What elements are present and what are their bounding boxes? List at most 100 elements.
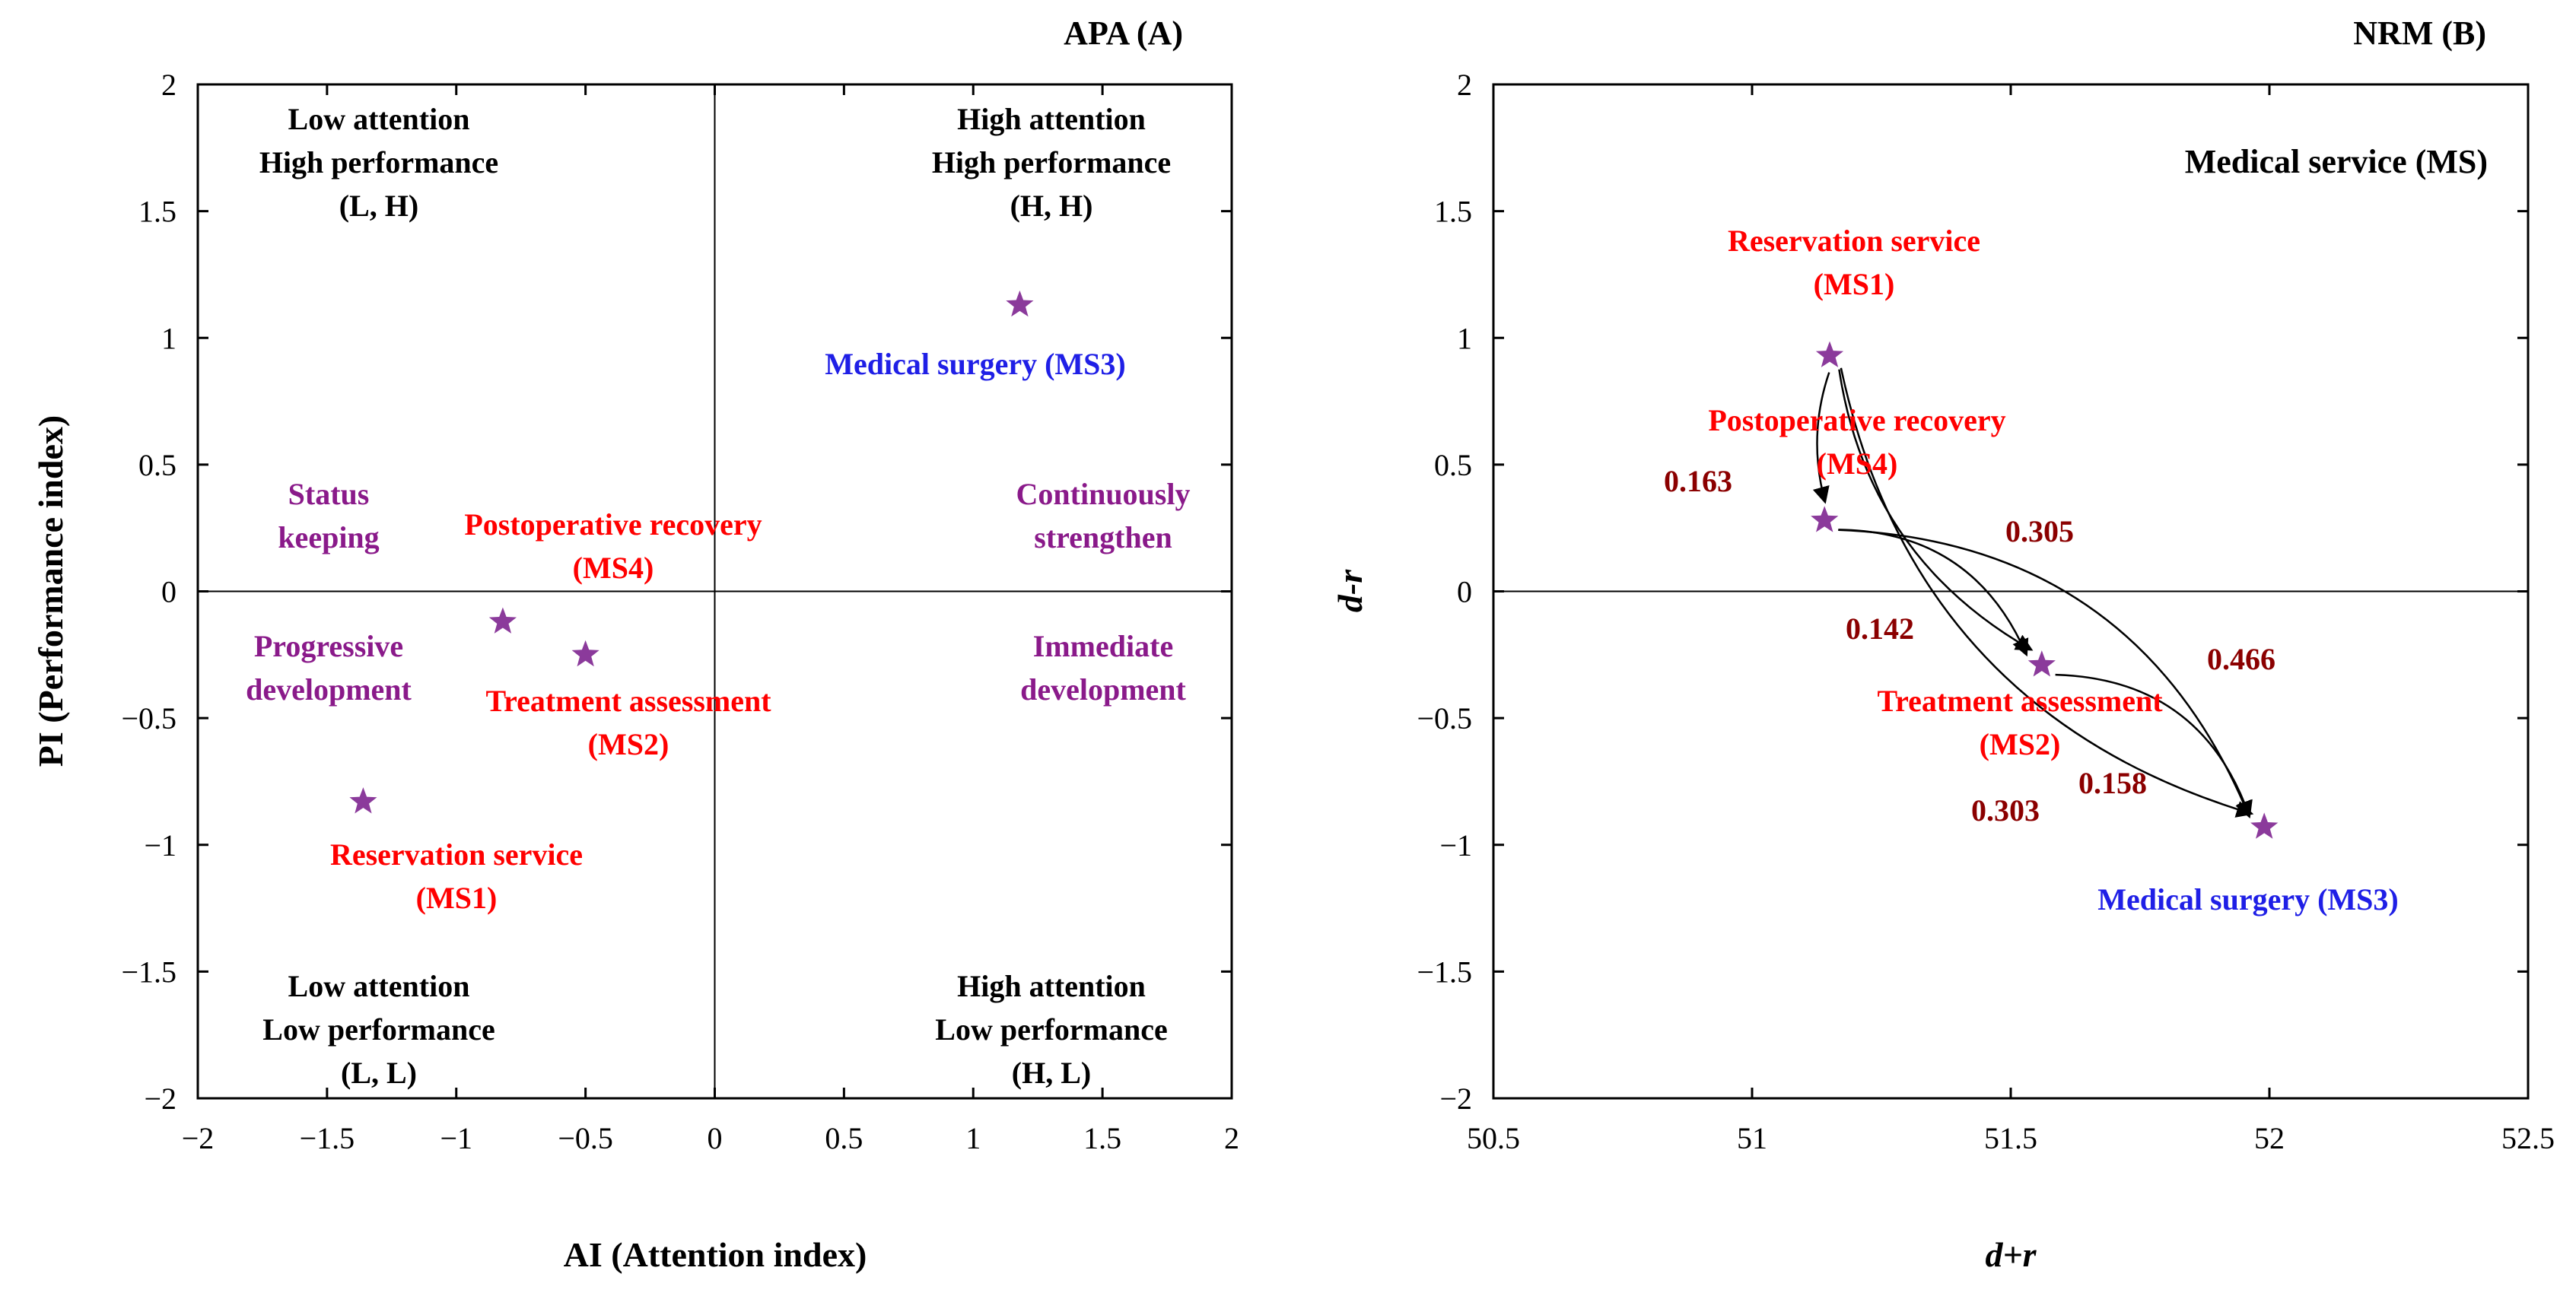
arrow-ms1-ms2 <box>1838 369 2034 651</box>
strategy-progressive-line-1: Progressive <box>254 629 403 663</box>
apa-x-tick-label: 0.5 <box>825 1121 863 1155</box>
nrm-label-ms4: Postoperative recovery (MS4) <box>1708 403 2005 481</box>
apa-x-tick-label: 2 <box>1224 1121 1239 1155</box>
nrm-y-tick-label: 1 <box>1457 321 1472 355</box>
nrm-ms2-line-1: Treatment assessment <box>1877 684 2163 718</box>
nrm-ms4-line-2: (MS4) <box>1817 446 1898 481</box>
strategy-progressive-line-2: development <box>246 672 412 707</box>
nrm-ms4-line-1: Postoperative recovery <box>1708 403 2005 437</box>
nrm-data-points <box>1811 341 2279 839</box>
apa-x-tick-label: 0 <box>708 1121 723 1155</box>
weight-ms4-ms2: 0.142 <box>1846 612 1914 646</box>
apa-label-ms3: Medical surgery (MS3) <box>825 347 1125 381</box>
quad-ll-line-1: Low attention <box>288 969 470 1003</box>
apa-y-tick-label: 0.5 <box>138 448 177 482</box>
nrm-axis-ticks: 50.5 51 51.5 52 52.5 −2 −1.5 −1 −0.5 0 0.5 1 1.5 2 <box>1417 68 2555 1155</box>
apa-ms4-line-2: (MS4) <box>573 551 654 585</box>
quad-ll-line-3: (L, L) <box>341 1056 417 1090</box>
arrow-ms4-ms3 <box>1838 529 2252 819</box>
quad-ll-line-2: Low performance <box>262 1012 495 1047</box>
apa-x-tick-label: −2 <box>182 1121 215 1155</box>
weight-ms4-ms3: 0.303 <box>1971 793 2040 828</box>
nrm-ms3-line-1: Medical surgery (MS3) <box>2097 882 2398 917</box>
apa-y-tick-label: 0 <box>161 575 177 609</box>
apa-y-tick-label: 1.5 <box>138 195 177 229</box>
apa-y-axis-title: PI (Performance index) <box>31 415 70 767</box>
weight-ms1-ms4: 0.163 <box>1664 464 1732 498</box>
nrm-label-ms2: Treatment assessment (MS2) <box>1877 684 2163 761</box>
nrm-y-tick-label: 1.5 <box>1434 195 1472 229</box>
nrm-x-axis-title: d+r <box>1985 1235 2037 1274</box>
quad-lh-line-3: (L, H) <box>339 189 418 223</box>
apa-ms1-line-1: Reservation service <box>330 837 583 872</box>
strategy-immediate-line-1: Immediate <box>1033 629 1173 663</box>
strategy-immediate-line-2: development <box>1020 672 1186 707</box>
apa-y-tick-label: 2 <box>161 68 177 102</box>
quad-hh-line-2: High performance <box>932 145 1171 179</box>
nrm-point-ms1 <box>1815 341 1844 367</box>
nrm-x-tick-label: 51 <box>1737 1121 1767 1155</box>
nrm-y-tick-label: 0 <box>1457 575 1472 609</box>
quad-hh-line-1: High attention <box>957 102 1146 136</box>
strategy-continuous-line-1: Continuously <box>1016 477 1191 511</box>
arrow-ms1-ms3 <box>1840 367 2254 818</box>
nrm-y-tick-label: 2 <box>1457 68 1472 102</box>
apa-point-ms4 <box>488 607 517 634</box>
apa-strategy-status-keeping: Status keeping <box>278 477 379 554</box>
apa-ms1-line-2: (MS1) <box>416 881 498 915</box>
apa-label-ms2: Treatment assessment (MS2) <box>485 684 771 761</box>
apa-ms2-line-2: (MS2) <box>588 727 669 761</box>
apa-ms4-line-1: Postoperative recovery <box>464 507 762 542</box>
apa-y-tick-label: −1 <box>144 828 177 863</box>
nrm-title: NRM (B) <box>2353 14 2486 52</box>
apa-quadrant-hl-label: High attention Low performance (H, L) <box>935 969 1167 1090</box>
strategy-continuous-line-2: strengthen <box>1034 520 1172 554</box>
apa-point-ms3 <box>1006 290 1034 317</box>
apa-point-ms2 <box>571 640 599 667</box>
nrm-y-tick-label: 0.5 <box>1434 448 1472 482</box>
apa-ms2-line-1: Treatment assessment <box>485 684 771 718</box>
apa-quadrant-hh-label: High attention High performance (H, H) <box>932 102 1171 223</box>
nrm-y-axis-title: d-r <box>1331 569 1369 612</box>
apa-strategy-progressive-development: Progressive development <box>246 629 412 707</box>
quad-lh-line-2: High performance <box>259 145 498 179</box>
quad-hl-line-2: Low performance <box>935 1012 1167 1047</box>
quad-lh-line-1: Low attention <box>288 102 470 136</box>
nrm-y-tick-label: −1 <box>1439 828 1472 863</box>
nrm-y-tick-label: −2 <box>1439 1082 1472 1116</box>
nrm-ms1-line-1: Reservation service <box>1728 224 1980 258</box>
apa-title: APA (A) <box>1064 14 1183 52</box>
nrm-x-tick-label: 50.5 <box>1467 1121 1520 1155</box>
quad-hh-line-3: (H, H) <box>1010 189 1093 223</box>
apa-reference-lines <box>198 84 1232 1098</box>
apa-axis-ticks: −2 −1.5 −1 −0.5 0 0.5 1 1.5 2 −2 −1.5 −1 −0.5 0 0.5 1 1.… <box>121 68 1239 1155</box>
weight-ms1-ms3: 0.466 <box>2207 642 2275 676</box>
nrm-x-tick-label: 52.5 <box>2501 1121 2555 1155</box>
arrow-ms2-ms3 <box>2055 673 2253 818</box>
apa-x-tick-label: 1.5 <box>1083 1121 1121 1155</box>
nrm-point-ms3 <box>2250 812 2279 839</box>
strategy-status-line-1: Status <box>288 477 370 511</box>
apa-strategy-immediate-development: Immediate development <box>1020 629 1186 707</box>
nrm-x-tick-label: 51.5 <box>1984 1121 2037 1155</box>
quad-hl-line-3: (H, L) <box>1012 1056 1091 1090</box>
nrm-y-tick-label: −1.5 <box>1417 955 1472 989</box>
apa-label-ms1: Reservation service (MS1) <box>330 837 583 915</box>
nrm-point-ms2 <box>2027 650 2056 677</box>
apa-x-tick-label: −1 <box>440 1121 472 1155</box>
nrm-point-ms4 <box>1811 506 1839 532</box>
nrm-y-tick-label: −0.5 <box>1417 701 1472 735</box>
apa-label-ms4: Postoperative recovery (MS4) <box>464 507 762 585</box>
apa-y-tick-label: −0.5 <box>121 701 177 735</box>
nrm-ms1-line-2: (MS1) <box>1814 267 1895 301</box>
strategy-status-line-2: keeping <box>278 520 379 554</box>
apa-point-ms1 <box>349 787 377 814</box>
apa-x-tick-label: −1.5 <box>300 1121 355 1155</box>
weight-ms2-ms3: 0.158 <box>2078 766 2147 800</box>
quad-hl-line-1: High attention <box>957 969 1146 1003</box>
nrm-ms2-line-2: (MS2) <box>1980 727 2061 761</box>
weight-ms1-ms2: 0.305 <box>2005 514 2074 548</box>
apa-data-points <box>349 290 1034 814</box>
apa-quadrant-ll-label: Low attention High performance (L, H) <box>259 102 498 223</box>
